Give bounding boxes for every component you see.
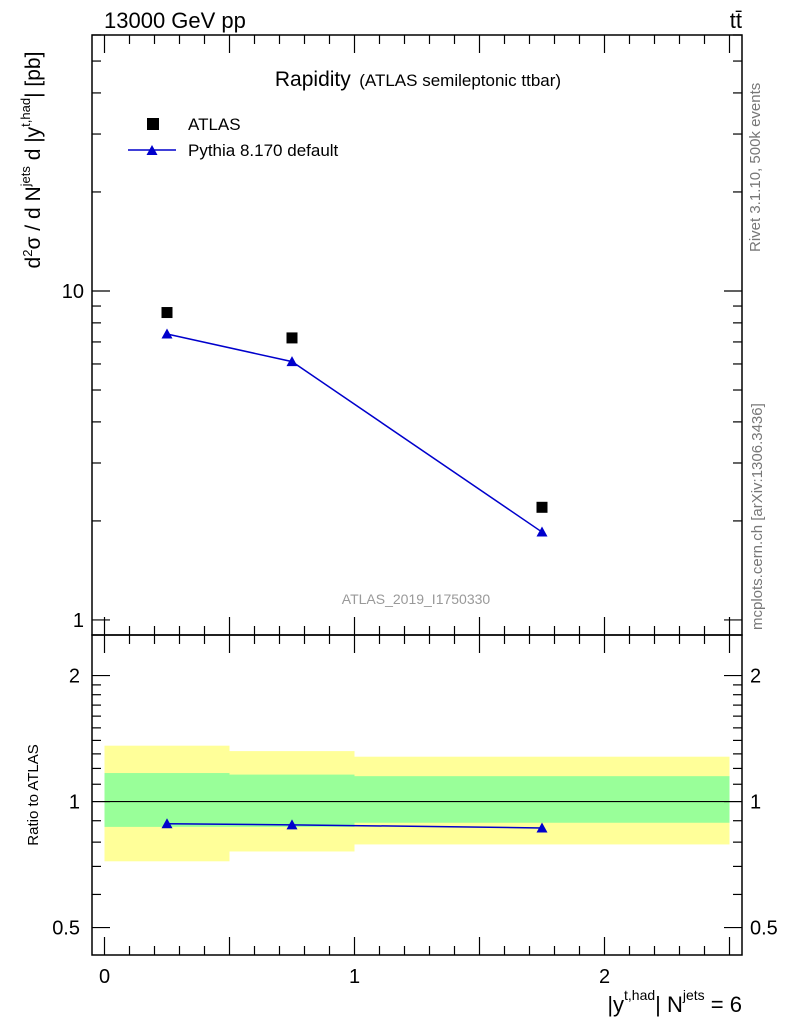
pythia-point (286, 356, 298, 367)
title-main: Rapidity (275, 68, 351, 91)
analysis-watermark: ATLAS_2019_I1750330 (342, 591, 491, 607)
main-y-axis-label: d2σ / d Njets d |yt,had| [pb] (18, 52, 45, 269)
ratio-mc-point (161, 818, 173, 829)
main-y-tick-label: 1 (73, 610, 84, 632)
atlas-point (536, 501, 548, 513)
rivet-version-label: Rivet 3.1.10, 500k events (747, 83, 764, 252)
legend-pythia-marker (146, 145, 158, 155)
process-label: tt̄ (730, 8, 742, 33)
ratio-band-inner (104, 773, 230, 827)
x-tick-label: 1 (349, 966, 360, 988)
pythia-point (161, 328, 173, 339)
ratio-y-tick-label-left: 2 (69, 666, 80, 688)
main-data-layer (161, 307, 548, 537)
main-y-ticks (92, 34, 742, 621)
ratio-y-tick-label-right: 0.5 (750, 918, 778, 940)
legend-atlas-marker (147, 118, 159, 130)
ratio-plot-frame (91, 634, 743, 956)
ratio-bands (104, 745, 730, 862)
ratio-y-tick-label-left: 1 (69, 792, 80, 814)
plot-title: Rapidity (ATLAS semileptonic ttbar) (275, 68, 561, 91)
x-tick-label: 0 (99, 966, 110, 988)
ratio-data-layer (92, 800, 742, 833)
main-y-tick-labels: 1 10 (62, 281, 84, 632)
x-axis-label: |yt,had| Njets = 6 (607, 987, 742, 1017)
ratio-y-ticks (92, 674, 742, 929)
ratio-y-tick-label-right: 1 (750, 792, 761, 814)
atlas-point (286, 332, 298, 344)
title-sub: (ATLAS semileptonic ttbar) (359, 71, 561, 90)
main-y-tick-label: 10 (62, 281, 84, 303)
ratio-band-inner (354, 776, 730, 823)
ratio-mc-point (536, 822, 548, 833)
pythia-line (166, 333, 543, 533)
x-tick-labels: 0 1 2 (99, 966, 610, 988)
ratio-mc-point (286, 819, 298, 830)
legend-atlas-label: ATLAS (188, 115, 241, 134)
ratio-band-inner (229, 774, 355, 827)
atlas-point (161, 307, 173, 319)
mcplots-reference-label: mcplots.cern.ch [arXiv:1306.3436] (749, 403, 766, 630)
ratio-y-axis-label: Ratio to ATLAS (25, 744, 42, 845)
ratio-y-tick-labels: 0.5 0.5 1 1 2 2 (52, 666, 778, 940)
x-tick-label: 2 (599, 966, 610, 988)
legend-pythia-label: Pythia 8.170 default (188, 141, 339, 160)
x-ticks (103, 35, 731, 955)
energy-label: 13000 GeV pp (104, 8, 246, 33)
ratio-y-tick-label-left: 0.5 (52, 918, 80, 940)
ratio-y-tick-label-right: 2 (750, 666, 761, 688)
pythia-point (536, 526, 548, 537)
